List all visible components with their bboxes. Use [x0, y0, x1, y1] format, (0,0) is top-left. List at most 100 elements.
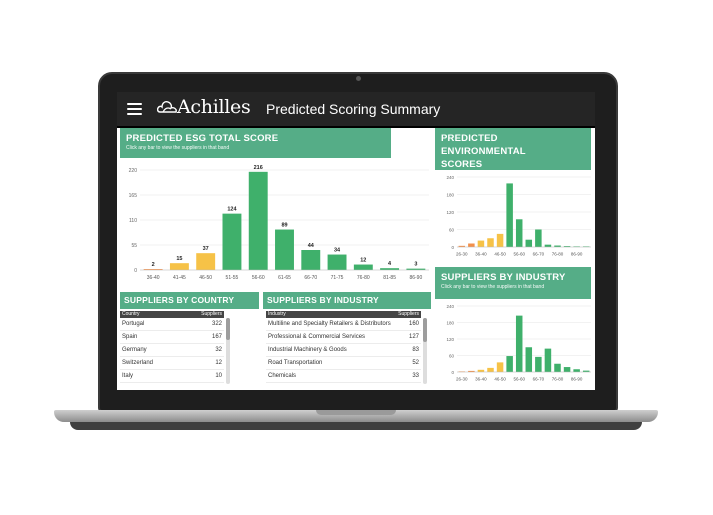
bar-86-90[interactable] — [573, 369, 580, 372]
suppliers-column-header[interactable]: Suppliers — [398, 311, 419, 317]
bar-46-50[interactable] — [196, 253, 216, 270]
bar-76-80[interactable] — [353, 264, 373, 270]
bar-81-85[interactable] — [380, 268, 400, 270]
env-panel-subtitle: Click any bar to view the suppliers in t… — [441, 171, 545, 177]
bar-51-55[interactable] — [506, 183, 513, 247]
bar-31-35[interactable] — [468, 370, 475, 372]
industry-table-scroll-thumb[interactable] — [423, 318, 427, 342]
bar-56-60[interactable] — [515, 219, 523, 247]
y-tick-label: 165 — [129, 193, 138, 199]
y-tick-label: 60 — [449, 227, 455, 232]
country-table: Country Suppliers Portugal 322 Spain 167 G… — [117, 311, 259, 390]
y-tick-label: 0 — [134, 268, 137, 274]
x-tick-label: 86-90 — [409, 275, 422, 281]
data-label: 4 — [388, 261, 392, 267]
bar-36-40[interactable] — [143, 269, 163, 270]
x-tick-label: 51-55 — [226, 275, 239, 281]
bar-91-95[interactable] — [582, 370, 590, 372]
table-row[interactable]: Spain 167 — [120, 331, 224, 344]
laptop-base — [54, 410, 658, 422]
bar-61-65[interactable] — [525, 347, 533, 372]
bar-71-75[interactable] — [544, 348, 552, 372]
data-label: 2 — [152, 262, 155, 268]
industry-chart-panel-subtitle: Click any bar to view the suppliers in t… — [441, 284, 545, 290]
x-tick-label: 56-60 — [513, 377, 525, 382]
x-tick-label: 46-50 — [199, 275, 212, 281]
x-tick-label: 66-70 — [304, 275, 317, 281]
industry-chart-panel-header: SUPPLIERS BY INDUSTRY Click any bar to v… — [435, 267, 591, 299]
bar-46-50[interactable] — [496, 362, 504, 372]
table-row[interactable]: Industrial Machinery & Goods 83 — [266, 344, 421, 357]
bar-66-70[interactable] — [301, 250, 321, 270]
x-tick-label: 66-70 — [533, 377, 545, 382]
table-row[interactable]: Multiline and Specialty Retailers & Dist… — [266, 318, 421, 331]
country-column-header[interactable]: Country — [122, 311, 140, 317]
env-panel-header: PREDICTED ENVIRONMENTAL SCORES Click any… — [435, 128, 591, 177]
bar-71-75[interactable] — [327, 254, 347, 270]
x-tick-label: 76-80 — [357, 275, 370, 281]
table-row[interactable]: Portugal 322 — [120, 318, 224, 331]
bar-81-85[interactable] — [563, 246, 571, 247]
bar-36-40[interactable] — [477, 240, 485, 247]
hamburger-menu-icon[interactable] — [127, 103, 142, 115]
bar-51-55[interactable] — [222, 213, 242, 270]
bar-41-45[interactable] — [487, 238, 494, 247]
bar-76-80[interactable] — [554, 363, 561, 372]
country-table-title: SUPPLIERS BY COUNTRY — [124, 295, 235, 305]
data-label: 124 — [227, 207, 237, 213]
data-label: 12 — [360, 258, 366, 264]
bar-41-45[interactable] — [169, 263, 189, 270]
page-title: Predicted Scoring Summary — [266, 101, 441, 117]
x-tick-label: 36-40 — [475, 377, 487, 382]
data-label: 37 — [203, 246, 209, 252]
industry-column-header[interactable]: Industry — [268, 311, 286, 317]
table-row[interactable]: Chemicals 33 — [266, 370, 421, 383]
laptop-base-underside — [70, 422, 642, 430]
y-tick-label: 240 — [446, 175, 454, 180]
y-tick-label: 120 — [446, 210, 454, 215]
brand-logo-text: Achilles — [177, 96, 251, 118]
bar-56-60[interactable] — [515, 315, 523, 372]
y-tick-label: 120 — [446, 337, 454, 342]
x-tick-label: 76-80 — [552, 252, 564, 257]
bar-81-85[interactable] — [563, 367, 571, 372]
bar-26-30[interactable] — [458, 245, 466, 247]
bar-61-65[interactable] — [275, 229, 294, 270]
bar-31-35[interactable] — [468, 243, 475, 248]
x-tick-label: 66-70 — [533, 252, 545, 257]
industry-table-title: SUPPLIERS BY INDUSTRY — [267, 295, 379, 305]
x-tick-label: 46-50 — [494, 252, 506, 257]
bar-86-90[interactable] — [406, 268, 426, 270]
y-tick-label: 240 — [446, 304, 454, 309]
y-tick-label: 220 — [129, 168, 138, 174]
country-table-scrollbar[interactable] — [226, 318, 230, 384]
industry-table-header: SUPPLIERS BY INDUSTRY — [263, 292, 431, 309]
bar-71-75[interactable] — [544, 244, 552, 247]
industry-table-scrollbar[interactable] — [423, 318, 427, 384]
bar-66-70[interactable] — [535, 356, 542, 372]
country-table-scroll-thumb[interactable] — [226, 318, 230, 340]
bar-56-60[interactable] — [248, 171, 268, 270]
industry-score-chart: 0 60 120 180 240 26-30 36-40 46-50 56-60 66-70 76-… — [446, 304, 591, 382]
bar-61-65[interactable] — [525, 239, 533, 247]
bar-51-55[interactable] — [506, 356, 513, 372]
bar-76-80[interactable] — [554, 245, 561, 247]
x-tick-label: 26-30 — [456, 377, 468, 382]
x-tick-label: 56-60 — [252, 275, 265, 281]
table-row[interactable]: Germany 32 — [120, 344, 224, 357]
data-label: 216 — [254, 165, 263, 171]
bar-46-50[interactable] — [496, 233, 504, 247]
table-row[interactable]: Switzerland 12 — [120, 357, 224, 370]
table-row[interactable]: Road Transportation 52 — [266, 357, 421, 370]
table-row[interactable]: Professional & Commercial Services 127 — [266, 331, 421, 344]
suppliers-column-header[interactable]: Suppliers — [201, 311, 222, 317]
app-header: Achilles Predicted Scoring Summary — [117, 92, 595, 126]
environmental-score-chart: 0 60 120 180 240 26-30 36-40 46-50 56-60 66-70 76-… — [446, 175, 591, 257]
bar-41-45[interactable] — [487, 367, 494, 372]
table-row[interactable]: Italy 10 — [120, 370, 224, 383]
bar-66-70[interactable] — [535, 229, 542, 248]
industry-table: Industry Suppliers Multiline and Special… — [263, 311, 431, 390]
y-tick-label: 0 — [451, 245, 454, 250]
bar-36-40[interactable] — [477, 369, 485, 372]
data-label: 3 — [414, 262, 417, 268]
